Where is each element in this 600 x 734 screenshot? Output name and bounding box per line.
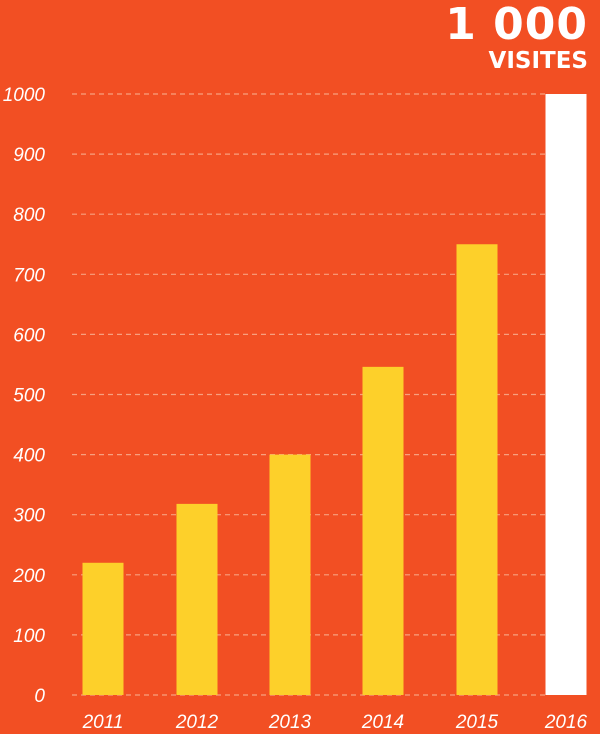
x-tick-label: 2014 (361, 712, 404, 733)
x-tick-label: 2011 (82, 712, 124, 733)
y-tick-label: 700 (13, 265, 45, 286)
bar-2016 (545, 94, 587, 695)
y-tick-label: 900 (13, 145, 45, 166)
bar-2011 (82, 562, 124, 695)
y-tick-label: 400 (13, 446, 45, 467)
x-tick-label: 2013 (268, 712, 312, 733)
y-tick-label: 1000 (3, 85, 46, 106)
bar-2015 (456, 244, 498, 695)
x-tick-label: 2015 (455, 712, 499, 733)
x-tick-label: 2012 (175, 712, 219, 733)
headline: 1 000 VISITES (445, 0, 588, 75)
y-tick-label: 600 (13, 325, 45, 346)
bar-2012 (176, 503, 218, 695)
y-tick-label: 300 (13, 506, 45, 527)
bar-2014 (362, 366, 404, 695)
x-tick-label: 2016 (544, 712, 588, 733)
y-tick-label: 100 (13, 626, 45, 647)
y-tick-label: 200 (12, 566, 45, 587)
headline-label: VISITES (488, 48, 588, 74)
y-tick-label: 800 (13, 205, 45, 226)
y-tick-label: 0 (34, 686, 45, 707)
bar-2013 (269, 454, 311, 695)
y-tick-label: 500 (13, 386, 45, 407)
headline-value: 1 000 (445, 0, 588, 50)
